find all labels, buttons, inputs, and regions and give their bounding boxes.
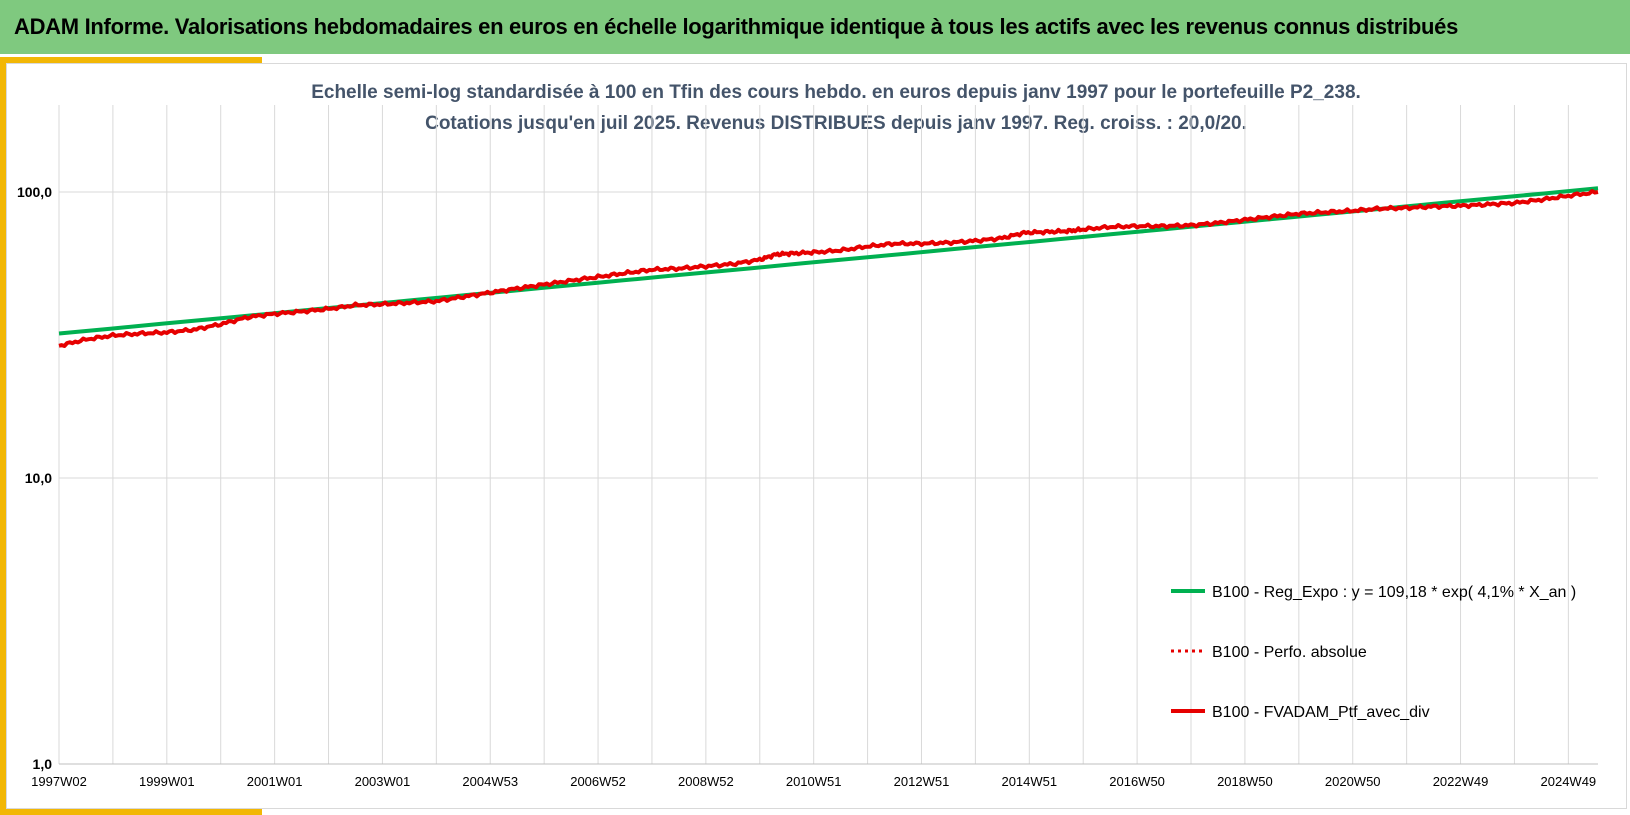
x-tick-label: 2018W50	[1217, 774, 1273, 789]
chart-subtitle-line-2: Cotations jusqu'en juil 2025. Revenus DI…	[425, 113, 1247, 134]
x-tick-label: 2001W01	[247, 774, 303, 789]
accent-bar-top	[0, 57, 262, 63]
legend-item-perfo-absolue-label: B100 - Perfo. absolue	[1212, 644, 1367, 661]
x-tick-label: 2006W52	[570, 774, 626, 789]
series-group	[58, 186, 1599, 348]
x-tick-label: 1997W02	[31, 774, 87, 789]
x-tick-label: 2004W53	[462, 774, 518, 789]
header-bar: ADAM Informe. Valorisations hebdomadaire…	[0, 0, 1630, 57]
x-tick-label: 2024W49	[1541, 774, 1597, 789]
y-tick-label: 100,0	[17, 184, 52, 200]
x-tick-label: 2014W51	[1001, 774, 1057, 789]
legend-item-portfolio-label: B100 - FVADAM_Ptf_avec_div	[1212, 704, 1430, 721]
x-tick-label: 2010W51	[786, 774, 842, 789]
chart-frame	[6, 63, 1627, 809]
x-tick-label: 2020W50	[1325, 774, 1381, 789]
page-title: ADAM Informe. Valorisations hebdomadaire…	[14, 14, 1459, 39]
accent-bar-bottom	[0, 809, 262, 815]
y-tick-label: 10,0	[25, 470, 52, 486]
x-tick-label: 2022W49	[1433, 774, 1489, 789]
legend-item-regression-label: B100 - Reg_Expo : y = 109,18 * exp( 4,1%…	[1212, 584, 1576, 601]
legend: B100 - Reg_Expo : y = 109,18 * exp( 4,1%…	[1171, 584, 1576, 721]
y-tick-label: 1,0	[33, 756, 53, 772]
accent-bar-left	[0, 57, 6, 815]
gridlines	[58, 105, 1598, 765]
chart-subtitle-line-1: Echelle semi-log standardisée à 100 en T…	[311, 82, 1361, 103]
x-tick-label: 2012W51	[894, 774, 950, 789]
x-tick-label: 2003W01	[355, 774, 411, 789]
x-tick-label: 1999W01	[139, 774, 195, 789]
x-axis-ticks: 1997W02 1999W01 2001W01 2003W01 2004W53 2006W…	[31, 774, 1596, 789]
portfolio-line	[58, 189, 1599, 348]
x-tick-label: 2008W52	[678, 774, 734, 789]
x-tick-label: 2016W50	[1109, 774, 1165, 789]
y-axis-ticks: 100,0 10,0 1,0	[17, 184, 52, 772]
